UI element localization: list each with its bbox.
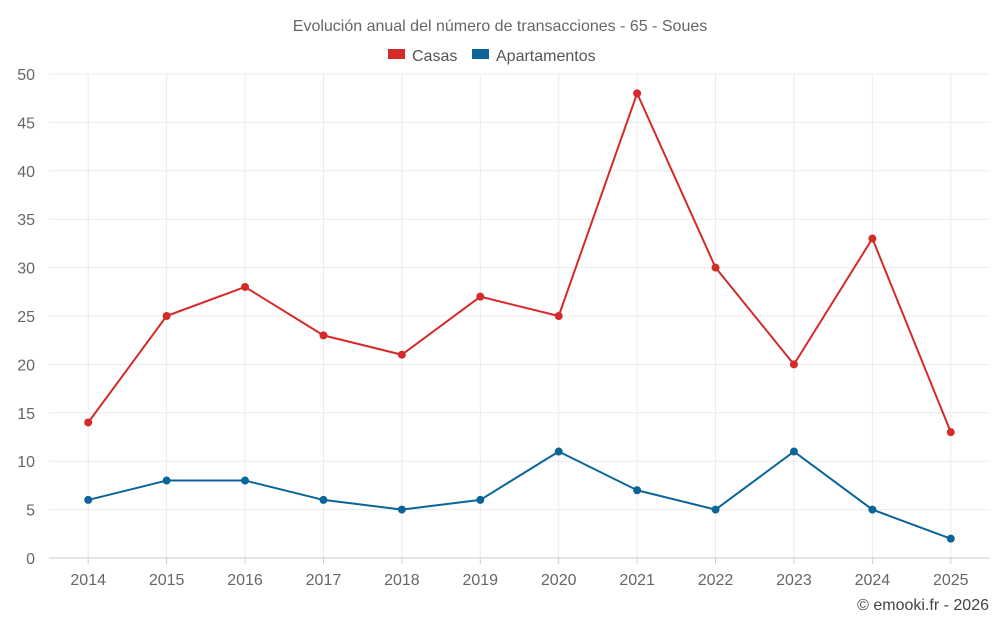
x-tick-label: 2020 bbox=[541, 572, 577, 589]
data-point-apartamentos[interactable] bbox=[476, 495, 485, 504]
legend-swatch-casas bbox=[388, 49, 405, 59]
x-tick-label: 2022 bbox=[698, 572, 734, 589]
x-tick-label: 2023 bbox=[776, 572, 812, 589]
x-tick-label: 2015 bbox=[149, 572, 185, 589]
x-tick-label: 2014 bbox=[70, 572, 106, 589]
data-point-apartamentos[interactable] bbox=[711, 505, 720, 514]
data-point-apartamentos[interactable] bbox=[633, 486, 642, 495]
x-tick-label: 2024 bbox=[855, 572, 891, 589]
data-point-casas[interactable] bbox=[319, 331, 328, 340]
x-tick-label: 2019 bbox=[462, 572, 498, 589]
legend-label-casas[interactable]: Casas bbox=[412, 48, 457, 65]
y-tick-label: 25 bbox=[17, 309, 35, 326]
data-point-apartamentos[interactable] bbox=[868, 505, 877, 514]
data-point-apartamentos[interactable] bbox=[554, 447, 563, 456]
data-point-apartamentos[interactable] bbox=[397, 505, 406, 514]
data-point-apartamentos[interactable] bbox=[84, 495, 93, 504]
data-point-casas[interactable] bbox=[84, 418, 93, 427]
y-tick-label: 40 bbox=[17, 164, 35, 181]
x-tick-label: 2025 bbox=[933, 572, 969, 589]
series-line-apartamentos bbox=[87, 450, 952, 540]
data-point-casas[interactable] bbox=[633, 89, 642, 98]
data-point-apartamentos[interactable] bbox=[946, 534, 955, 543]
chart-title: Evolución anual del número de transaccio… bbox=[293, 18, 707, 35]
y-tick-label: 30 bbox=[17, 261, 35, 278]
y-tick-label: 10 bbox=[17, 454, 35, 471]
data-point-casas[interactable] bbox=[397, 350, 406, 359]
y-tick-label: 15 bbox=[17, 406, 35, 423]
data-point-casas[interactable] bbox=[946, 428, 955, 437]
x-tick-label: 2018 bbox=[384, 572, 420, 589]
x-tick-label: 2021 bbox=[619, 572, 655, 589]
data-point-casas[interactable] bbox=[241, 282, 250, 291]
data-point-apartamentos[interactable] bbox=[241, 476, 250, 485]
y-tick-label: 0 bbox=[26, 551, 35, 568]
legend-label-apartamentos[interactable]: Apartamentos bbox=[496, 48, 596, 65]
data-point-casas[interactable] bbox=[476, 292, 485, 301]
data-point-apartamentos[interactable] bbox=[162, 476, 171, 485]
series-line-casas bbox=[87, 92, 952, 433]
data-point-casas[interactable] bbox=[162, 312, 171, 320]
data-point-apartamentos[interactable] bbox=[319, 495, 328, 504]
y-tick-label: 5 bbox=[26, 503, 35, 520]
grid bbox=[49, 73, 990, 558]
x-tick-label: 2017 bbox=[306, 572, 342, 589]
y-tick-label: 45 bbox=[17, 115, 35, 132]
credit-text: © emooki.fr - 2026 bbox=[857, 597, 989, 614]
series bbox=[84, 89, 955, 543]
data-point-casas[interactable] bbox=[868, 234, 877, 243]
legend: Casas Apartamentos bbox=[388, 48, 596, 65]
legend-swatch-apartamentos bbox=[472, 49, 489, 59]
data-point-casas[interactable] bbox=[711, 263, 720, 272]
y-tick-label: 35 bbox=[17, 212, 35, 229]
data-point-casas[interactable] bbox=[554, 312, 563, 320]
y-tick-label: 20 bbox=[17, 357, 35, 374]
y-tick-label: 50 bbox=[17, 67, 35, 84]
data-point-casas[interactable] bbox=[789, 360, 798, 369]
x-tick-label: 2016 bbox=[227, 572, 263, 589]
data-point-apartamentos[interactable] bbox=[789, 447, 798, 456]
